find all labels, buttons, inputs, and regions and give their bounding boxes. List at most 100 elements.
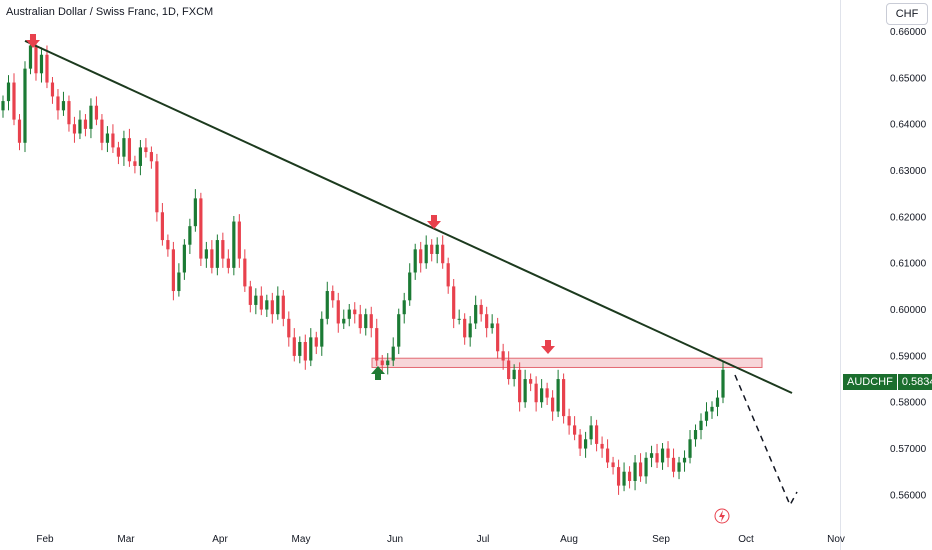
candle-body	[578, 434, 582, 449]
candle-body	[545, 388, 549, 398]
candle-body	[199, 198, 203, 259]
candle-body	[127, 138, 132, 162]
candle-body	[342, 318, 346, 324]
x-tick-label: Mar	[117, 534, 135, 545]
arrow-down-icon	[26, 34, 40, 48]
candle-body	[529, 379, 533, 384]
candle-body	[237, 221, 241, 259]
candle-body	[83, 119, 88, 129]
candle-body	[28, 45, 33, 69]
candle-body	[452, 286, 456, 319]
candle-body	[287, 318, 291, 338]
x-tick-label: Apr	[212, 534, 228, 545]
candle-body	[446, 263, 450, 287]
candle-body	[221, 240, 225, 259]
candle-body	[611, 462, 615, 468]
candle-body	[347, 309, 351, 319]
candle-body	[468, 323, 472, 338]
candle-body	[671, 457, 676, 472]
candle-body	[677, 462, 681, 472]
candle-body	[386, 360, 390, 366]
candle-body	[413, 249, 417, 273]
candle-body	[540, 388, 544, 403]
candle-body	[507, 360, 511, 380]
candle-body	[688, 439, 692, 458]
candle-body	[534, 383, 538, 403]
y-tick-label: 0.66000	[890, 27, 927, 38]
trendline	[24, 39, 793, 394]
candle-body	[419, 249, 423, 264]
candle-body	[56, 96, 60, 111]
candle-body	[633, 462, 637, 481]
candle-body	[105, 133, 110, 143]
lightning-bolt-icon	[719, 510, 725, 522]
resistance-zone	[371, 357, 763, 368]
candle-body	[61, 101, 66, 111]
candle-body	[721, 369, 725, 398]
candle-body	[682, 457, 687, 463]
candle-body	[133, 161, 137, 166]
candle-body	[666, 448, 670, 458]
candle-body	[358, 314, 362, 329]
candle-body	[204, 249, 208, 259]
candle-body	[39, 54, 44, 74]
y-tick-label: 0.62000	[890, 212, 927, 223]
y-tick-label: 0.57000	[890, 444, 927, 455]
y-tick-label: 0.59000	[890, 351, 927, 362]
candle-body	[171, 249, 175, 292]
candle-body	[573, 425, 577, 435]
candle-body	[463, 318, 467, 338]
x-tick-label: May	[292, 534, 311, 545]
last-price-tag: AUDCHF 0.58346	[843, 374, 932, 390]
candle-body	[704, 411, 709, 421]
candle-body	[430, 244, 434, 254]
candle-body	[391, 346, 395, 361]
candle-body	[402, 300, 406, 315]
candle-body	[50, 82, 55, 97]
candle-body	[276, 295, 280, 315]
x-tick-label: Jun	[387, 534, 403, 545]
candle-body	[501, 351, 505, 361]
candle-body	[655, 453, 659, 463]
currency-button[interactable]: CHF	[886, 3, 928, 25]
candle-body	[72, 124, 77, 134]
candle-body	[303, 341, 307, 361]
candle-body	[594, 425, 599, 444]
candle-body	[331, 291, 335, 301]
candle-body	[111, 133, 115, 148]
candle-body	[292, 337, 296, 356]
candle-body	[562, 379, 566, 417]
y-tick-label: 0.60000	[890, 305, 927, 316]
candle-body	[589, 425, 593, 440]
y-tick-label: 0.61000	[890, 259, 927, 270]
candle-body	[166, 240, 170, 250]
candle-body	[644, 457, 648, 477]
candle-body	[325, 291, 329, 319]
candle-body	[177, 272, 181, 292]
candle-body	[435, 244, 439, 254]
candle-body	[193, 198, 197, 227]
candle-body	[556, 379, 560, 412]
candle-body	[314, 337, 318, 347]
candle-body	[605, 448, 610, 463]
candle-body	[490, 323, 494, 329]
candle-body	[89, 105, 93, 129]
candle-body	[710, 406, 714, 412]
candle-body	[353, 309, 357, 315]
candle-body	[1, 101, 5, 111]
candle-body	[298, 341, 302, 356]
arrow-down-icon	[427, 215, 441, 229]
candle-body	[638, 462, 643, 477]
candle-body	[622, 471, 626, 486]
candle-body	[309, 337, 313, 361]
candle-body	[375, 328, 379, 361]
candle-body	[116, 147, 121, 157]
x-tick-label: Nov	[827, 534, 845, 545]
candle-body	[23, 68, 27, 143]
candle-body	[78, 119, 82, 134]
candle-body	[6, 82, 11, 102]
candle-body	[259, 295, 263, 310]
candle-body	[12, 82, 16, 120]
y-tick-label: 0.64000	[890, 120, 927, 131]
